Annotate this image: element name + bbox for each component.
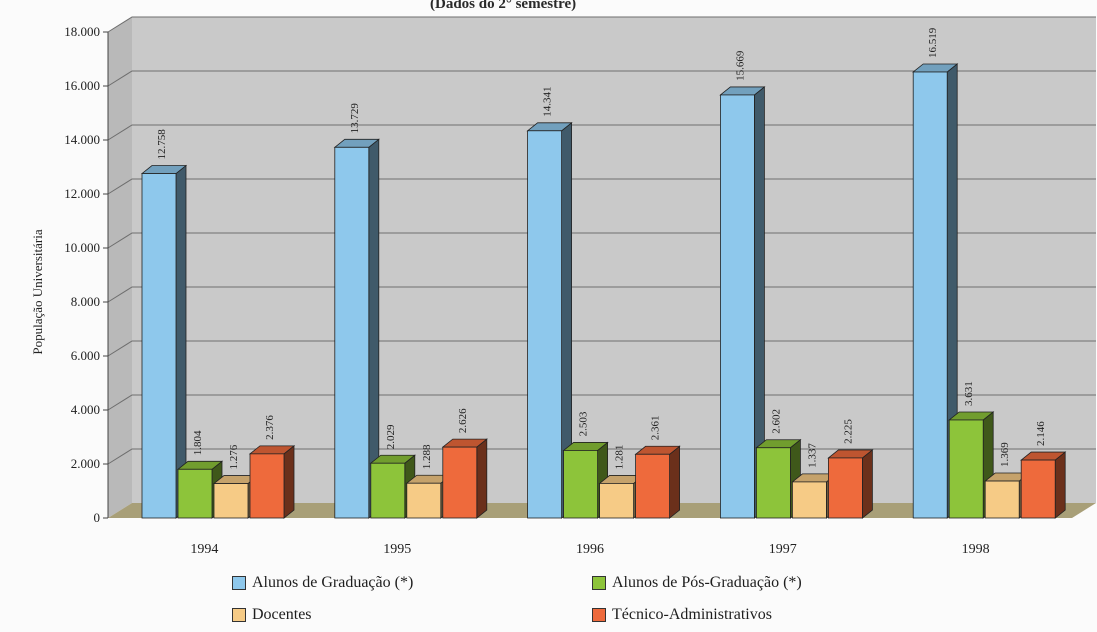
y-tick-label: 8.000 <box>71 294 100 309</box>
data-label: 12.758 <box>156 129 168 160</box>
y-tick-label: 0 <box>94 510 101 525</box>
bar <box>140 164 188 519</box>
x-axis: 1994 1995 1996 1997 1998 <box>190 542 989 557</box>
data-label: 15.669 <box>734 50 746 81</box>
bars: 12.758 1.804 1.276 2.376 13.729 2.029 1.288 2.6… <box>140 27 1067 519</box>
legend-label: Alunos de Graduação (*) <box>252 574 414 591</box>
legend: Alunos de Graduação (*) Alunos de Pós-Gr… <box>232 574 932 624</box>
bar <box>1020 451 1067 519</box>
x-tick-label: 1997 <box>769 542 797 557</box>
legend-item: Docentes <box>232 606 592 624</box>
gridline <box>107 340 1096 357</box>
gridline <box>107 232 1096 249</box>
bar <box>912 63 959 519</box>
gridline <box>107 70 1096 87</box>
legend-label: Técnico-Administrativos <box>612 606 772 623</box>
data-label: 1.804 <box>192 430 204 455</box>
legend-item: Alunos de Graduação (*) <box>232 574 592 592</box>
data-label: 2.626 <box>457 408 469 433</box>
data-label: 1.281 <box>614 445 626 470</box>
data-label: 2.361 <box>650 416 662 441</box>
legend-swatch <box>592 608 606 622</box>
data-label: 3.631 <box>963 381 975 406</box>
legend-swatch <box>232 608 246 622</box>
x-tick-label: 1996 <box>576 542 604 557</box>
bar <box>248 445 296 519</box>
chart-left-wall <box>108 17 132 518</box>
y-tick-label: 6.000 <box>71 348 100 363</box>
y-axis: 0 2.000 4.000 6.000 8.000 10.000 12.000 14.000 1… <box>64 24 109 525</box>
legend-label: Alunos de Pós-Graduação (*) <box>612 574 802 591</box>
gridline <box>107 286 1096 303</box>
y-tick-label: 4.000 <box>71 402 100 417</box>
data-label: 16.519 <box>927 27 939 58</box>
x-tick-label: 1998 <box>962 542 990 557</box>
gridline <box>107 178 1096 195</box>
y-tick-label: 14.000 <box>64 132 100 147</box>
bar <box>333 138 380 519</box>
data-label: 1.337 <box>806 443 818 468</box>
legend-item: Alunos de Pós-Graduação (*) <box>592 574 932 592</box>
data-label: 2.225 <box>842 419 854 444</box>
y-tick-label: 10.000 <box>64 240 100 255</box>
data-label: 2.602 <box>770 409 782 434</box>
x-tick-label: 1994 <box>190 542 218 557</box>
bar <box>827 449 874 519</box>
bar <box>441 438 488 519</box>
data-label: 2.376 <box>264 415 276 440</box>
legend-swatch <box>592 576 606 590</box>
legend-label: Docentes <box>252 606 312 623</box>
gridline <box>107 124 1096 141</box>
y-tick-label: 2.000 <box>71 456 100 471</box>
legend-item: Técnico-Administrativos <box>592 606 932 624</box>
gridline <box>107 394 1096 411</box>
y-axis-label: População Universitária <box>30 229 45 354</box>
data-label: 1.276 <box>228 444 240 469</box>
y-tick-label: 16.000 <box>64 78 100 93</box>
bar <box>526 121 573 519</box>
data-label: 1.288 <box>421 444 433 469</box>
chart-subtitle: (Dados do 2° semestre) <box>430 0 577 12</box>
gridline <box>107 16 1096 33</box>
bar <box>634 445 681 519</box>
x-tick-label: 1995 <box>383 542 411 557</box>
y-tick-label: 12.000 <box>64 186 100 201</box>
y-tick-label: 18.000 <box>64 24 100 39</box>
bar <box>948 411 995 519</box>
data-label: 2.146 <box>1035 421 1047 446</box>
data-label: 2.503 <box>578 411 590 436</box>
data-label: 13.729 <box>349 103 361 134</box>
legend-swatch <box>232 576 246 590</box>
gridlines <box>107 16 1096 465</box>
data-label: 1.369 <box>999 442 1011 467</box>
data-label: 2.029 <box>385 424 397 449</box>
bar <box>719 86 766 519</box>
data-label: 14.341 <box>542 87 554 117</box>
